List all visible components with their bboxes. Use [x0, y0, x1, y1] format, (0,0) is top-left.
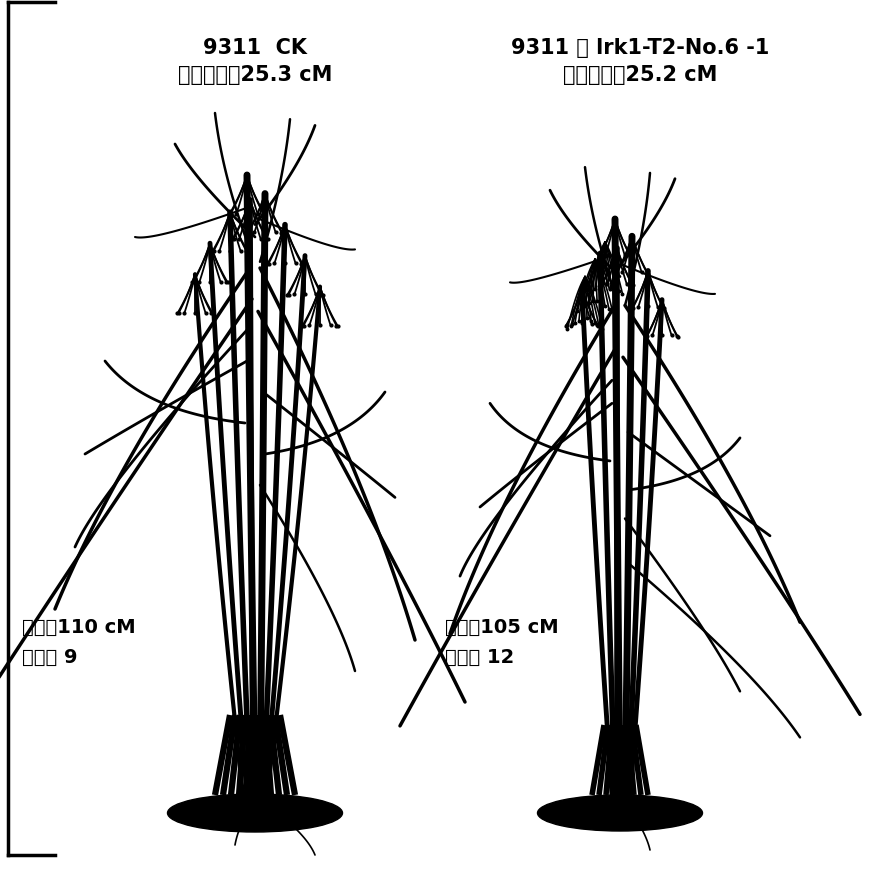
Text: 分赘： 12: 分赘： 12 — [445, 648, 514, 667]
Text: 9311 转 lrk1-T2-No.6 -1: 9311 转 lrk1-T2-No.6 -1 — [511, 38, 769, 58]
Text: 平均穗长：25.3 cM: 平均穗长：25.3 cM — [178, 65, 332, 85]
Ellipse shape — [167, 794, 343, 832]
Text: 平均穗长：25.2 cM: 平均穗长：25.2 cM — [563, 65, 717, 85]
Text: 株高：105 cM: 株高：105 cM — [445, 618, 559, 637]
Text: 分赘： 9: 分赘： 9 — [22, 648, 77, 667]
Text: 株高：110 cM: 株高：110 cM — [22, 618, 136, 637]
Ellipse shape — [538, 795, 703, 831]
Text: 9311  CK: 9311 CK — [203, 38, 307, 58]
